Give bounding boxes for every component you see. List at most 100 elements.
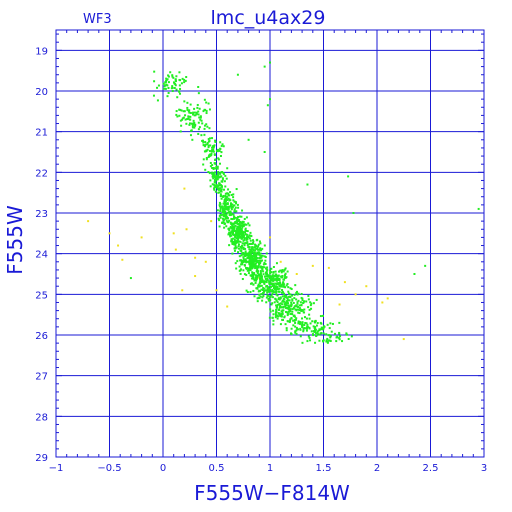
main-sequence-point — [293, 293, 296, 296]
main-sequence-point — [208, 127, 211, 130]
secondary-point — [327, 266, 330, 269]
main-sequence-point — [296, 302, 299, 305]
main-sequence-point — [296, 301, 299, 304]
main-sequence-point — [260, 256, 263, 259]
x-tick-label: 2 — [374, 463, 380, 474]
main-sequence-point — [285, 295, 288, 298]
main-sequence-point — [248, 260, 251, 263]
main-sequence-point — [228, 244, 231, 247]
main-sequence-point — [257, 259, 260, 262]
main-sequence-point — [208, 137, 211, 140]
main-sequence-point — [241, 261, 244, 264]
main-sequence-point — [231, 225, 234, 228]
main-sequence-point — [287, 295, 290, 298]
main-sequence-point — [262, 292, 265, 295]
main-sequence-point — [174, 80, 177, 83]
main-sequence-point — [316, 322, 319, 325]
main-sequence-point — [290, 332, 293, 335]
main-sequence-point — [277, 297, 280, 300]
main-sequence-point — [322, 332, 325, 335]
main-sequence-point — [294, 318, 297, 321]
main-sequence-point — [251, 239, 254, 242]
main-sequence-point — [221, 177, 224, 180]
main-sequence-point — [207, 144, 210, 147]
main-sequence-point — [192, 119, 195, 122]
main-sequence-point — [221, 221, 224, 224]
main-sequence-point — [241, 231, 244, 234]
main-sequence-point — [248, 268, 251, 271]
main-sequence-point — [256, 251, 259, 254]
main-sequence-point — [230, 207, 233, 210]
main-sequence-point — [274, 298, 277, 301]
main-sequence-point — [271, 292, 274, 295]
main-sequence-point — [239, 268, 242, 271]
main-sequence-point — [295, 305, 298, 308]
main-sequence-point — [232, 222, 235, 225]
main-sequence-point — [302, 327, 305, 330]
main-sequence-point — [290, 288, 293, 291]
main-sequence-point — [230, 230, 233, 233]
main-sequence-point — [257, 251, 260, 254]
main-sequence-point — [233, 238, 236, 241]
main-sequence-point — [249, 282, 252, 285]
main-sequence-point — [221, 210, 224, 213]
main-sequence-point — [220, 184, 223, 187]
main-sequence-point — [183, 100, 186, 103]
main-sequence-point — [209, 161, 212, 164]
main-sequence-point — [292, 319, 295, 322]
main-sequence-point — [275, 262, 278, 265]
main-sequence-point — [248, 251, 251, 254]
main-sequence-point — [129, 277, 132, 280]
main-sequence-point — [288, 299, 291, 302]
main-sequence-point — [234, 210, 237, 213]
main-sequence-point — [229, 205, 232, 208]
main-sequence-point — [276, 294, 279, 297]
main-sequence-point — [240, 228, 243, 231]
main-sequence-point — [307, 306, 310, 309]
main-sequence-point — [236, 260, 239, 263]
main-sequence-point — [175, 75, 178, 78]
main-sequence-point — [338, 337, 341, 340]
main-sequence-point — [302, 311, 305, 314]
axis-ticks — [55, 30, 485, 458]
main-sequence-point — [224, 222, 227, 225]
main-sequence-point — [194, 114, 197, 117]
main-sequence-point — [240, 221, 243, 224]
main-sequence-point — [189, 111, 192, 114]
main-sequence-point — [254, 276, 257, 279]
main-sequence-point — [245, 237, 248, 240]
main-sequence-point — [283, 294, 286, 297]
main-sequence-point — [259, 270, 262, 273]
main-sequence-point — [249, 253, 252, 256]
main-sequence-point — [164, 87, 167, 90]
main-sequence-point — [203, 133, 206, 136]
main-sequence-point — [277, 282, 280, 285]
main-sequence-point — [289, 287, 292, 290]
main-sequence-point — [249, 290, 252, 293]
main-sequence-point — [262, 288, 265, 291]
main-sequence-point — [295, 291, 298, 294]
main-sequence-point — [296, 290, 299, 293]
main-sequence-point — [242, 220, 245, 223]
main-sequence-point — [225, 213, 228, 216]
main-sequence-point — [248, 237, 251, 240]
main-sequence-point — [248, 242, 251, 245]
main-sequence-point — [338, 321, 341, 324]
secondary-point — [269, 236, 271, 239]
main-sequence-point — [270, 277, 273, 280]
main-sequence-point — [255, 247, 258, 250]
main-sequence-point — [281, 299, 284, 302]
main-sequence-point — [477, 207, 480, 210]
main-sequence-point — [249, 231, 252, 234]
main-sequence-point — [309, 322, 312, 325]
main-sequence-point — [255, 265, 258, 268]
main-sequence-point — [245, 223, 248, 226]
main-sequence-point — [291, 294, 294, 297]
main-sequence-point — [259, 279, 262, 282]
main-sequence-point — [260, 266, 263, 269]
main-sequence-point — [229, 221, 232, 224]
main-sequence-point — [224, 216, 227, 219]
main-sequence-point — [266, 279, 269, 282]
main-sequence-point — [253, 259, 256, 262]
main-sequence-point — [295, 329, 298, 332]
